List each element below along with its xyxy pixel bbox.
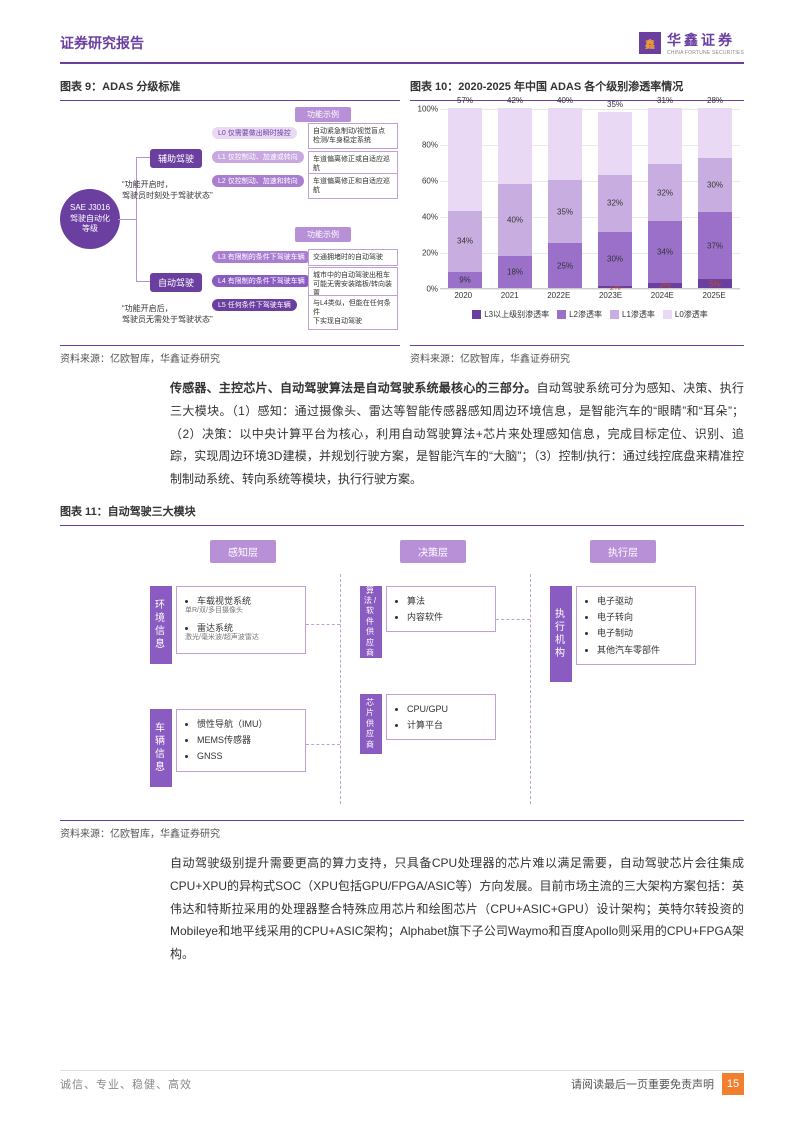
layer-perception: 感知层 <box>210 540 276 563</box>
paragraph-2: 自动驾驶级别提升需要更高的算力支持，只具备CPU处理器的芯片难以满足需要，自动驾… <box>170 852 744 966</box>
page-number: 15 <box>722 1073 744 1095</box>
figure-9: 图表 9：ADAS 分级标准 功能示例 SAE J3016驾驶自动化等级 辅助驾… <box>60 78 400 365</box>
fig11-source: 资料来源：亿欧智库，华鑫证券研究 <box>60 820 744 840</box>
box-vehicle: 惯性导航（IMU） MEMS传感器 GNSS <box>176 709 306 772</box>
level-l5: L5 任何条件下驾驶车辆 <box>212 299 297 311</box>
bar-2021: 18%40%42% <box>498 108 532 288</box>
top-row: 图表 9：ADAS 分级标准 功能示例 SAE J3016驾驶自动化等级 辅助驾… <box>60 78 744 365</box>
fig9-source: 资料来源：亿欧智库，华鑫证券研究 <box>60 345 400 365</box>
page-footer: 诚信、专业、稳健、高效 请阅读最后一页重要免责声明 15 <box>60 1073 744 1095</box>
bar-2025E: 5%37%30%28% <box>698 108 732 288</box>
box-exec: 电子驱动 电子转向 电子制动 其他汽车零部件 <box>576 586 696 665</box>
sae-node: SAE J3016驾驶自动化等级 <box>60 189 120 249</box>
quote-2: “功能开启后，驾驶员无需处于驾驶状态” <box>122 303 213 325</box>
logo-badge: 鑫 <box>639 32 661 54</box>
level-l4: L4 有限制的条件下驾驶车辆 <box>212 275 311 287</box>
footer-motto: 诚信、专业、稳健、高效 <box>60 1076 192 1092</box>
fig9-diagram: 功能示例 SAE J3016驾驶自动化等级 辅助驾驶 自动驾驶 L0 仅需要做出… <box>60 109 400 339</box>
level-l3: L3 有限制的条件下驾驶车辆 <box>212 251 311 263</box>
layer-decision: 决策层 <box>400 540 466 563</box>
bar-2020: 9%34%57% <box>448 108 482 288</box>
label-vehicle: 车辆信息 <box>150 709 172 787</box>
figure-10: 图表 10：2020-2025 年中国 ADAS 各个级别渗透率情况 0%20%… <box>410 78 744 365</box>
chart-legend: L3以上级别渗透率L2渗透率L1渗透率L0渗透率 <box>440 309 740 320</box>
box-chip: CPU/GPU 计算平台 <box>386 694 496 740</box>
branch-assist: 辅助驾驶 <box>150 149 202 168</box>
quote-1: “功能开启时，驾驶员时刻处于驾驶状态” <box>122 179 213 201</box>
logo-en: CHINA FORTUNE SECURITIES <box>667 50 744 56</box>
fig10-source: 资料来源：亿欧智库，华鑫证券研究 <box>410 345 744 365</box>
branch-auto: 自动驾驶 <box>150 273 202 292</box>
ex-l5: 与L4类似，但能在任何条件下实现自动驾驶 <box>308 295 398 330</box>
box-algo: 算法 内容软件 <box>386 586 496 632</box>
label-algo: 算法/软件供应商 <box>360 586 382 658</box>
fig11-title: 图表 11：自动驾驶三大模块 <box>60 503 744 519</box>
level-l2: L2 仅控制动、加速和转向 <box>212 175 304 187</box>
example-header-2: 功能示例 <box>295 227 351 242</box>
fig10-chart: 0%20%40%60%80%100%9%34%57%18%40%42%25%35… <box>410 109 744 339</box>
bar-2023E: 1%30%32%35% <box>598 112 632 288</box>
company-logo: 鑫 华鑫证券 CHINA FORTUNE SECURITIES <box>639 30 744 56</box>
fig10-title: 图表 10：2020-2025 年中国 ADAS 各个级别渗透率情况 <box>410 78 744 94</box>
fig9-title: 图表 9：ADAS 分级标准 <box>60 78 400 94</box>
level-l0: L0 仅需要做出瞬时操控 <box>212 127 297 139</box>
ex-l0: 自动紧急制动/视觉盲点检测/车身稳定系统 <box>308 123 398 149</box>
label-env: 环境信息 <box>150 586 172 664</box>
box-env: 车载视觉系统 单R/双/多目摄像头 雷达系统 激光/毫米波/超声波雷达 <box>176 586 306 654</box>
example-header-1: 功能示例 <box>295 107 351 122</box>
logo-cn: 华鑫证券 <box>667 30 744 50</box>
layer-execution: 执行层 <box>590 540 656 563</box>
paragraph-1: 传感器、主控芯片、自动驾驶算法是自动驾驶系统最核心的三部分。自动驾驶系统可分为感… <box>170 377 744 491</box>
label-chip: 芯片供应商 <box>360 694 382 754</box>
ex-l2: 车道偏离修正和自适应巡航 <box>308 173 398 199</box>
report-type: 证券研究报告 <box>60 33 144 53</box>
bar-2022E: 25%35%40% <box>548 108 582 288</box>
figure-11: 图表 11：自动驾驶三大模块 感知层 决策层 执行层 环境信息 车载视觉系统 单… <box>60 503 744 840</box>
footer-disclaimer: 请阅读最后一页重要免责声明 <box>571 1076 714 1092</box>
level-l1: L1 仅控制动、加速或转向 <box>212 151 304 163</box>
label-exec: 执行机构 <box>550 586 572 682</box>
page-header: 证券研究报告 鑫 华鑫证券 CHINA FORTUNE SECURITIES <box>60 30 744 64</box>
ex-l3: 交通拥堵时的自动驾驶 <box>308 249 398 266</box>
bar-2024E: 3%34%32%31% <box>648 108 682 288</box>
fig11-diagram: 感知层 决策层 执行层 环境信息 车载视觉系统 单R/双/多目摄像头 雷达系统 … <box>60 534 744 814</box>
